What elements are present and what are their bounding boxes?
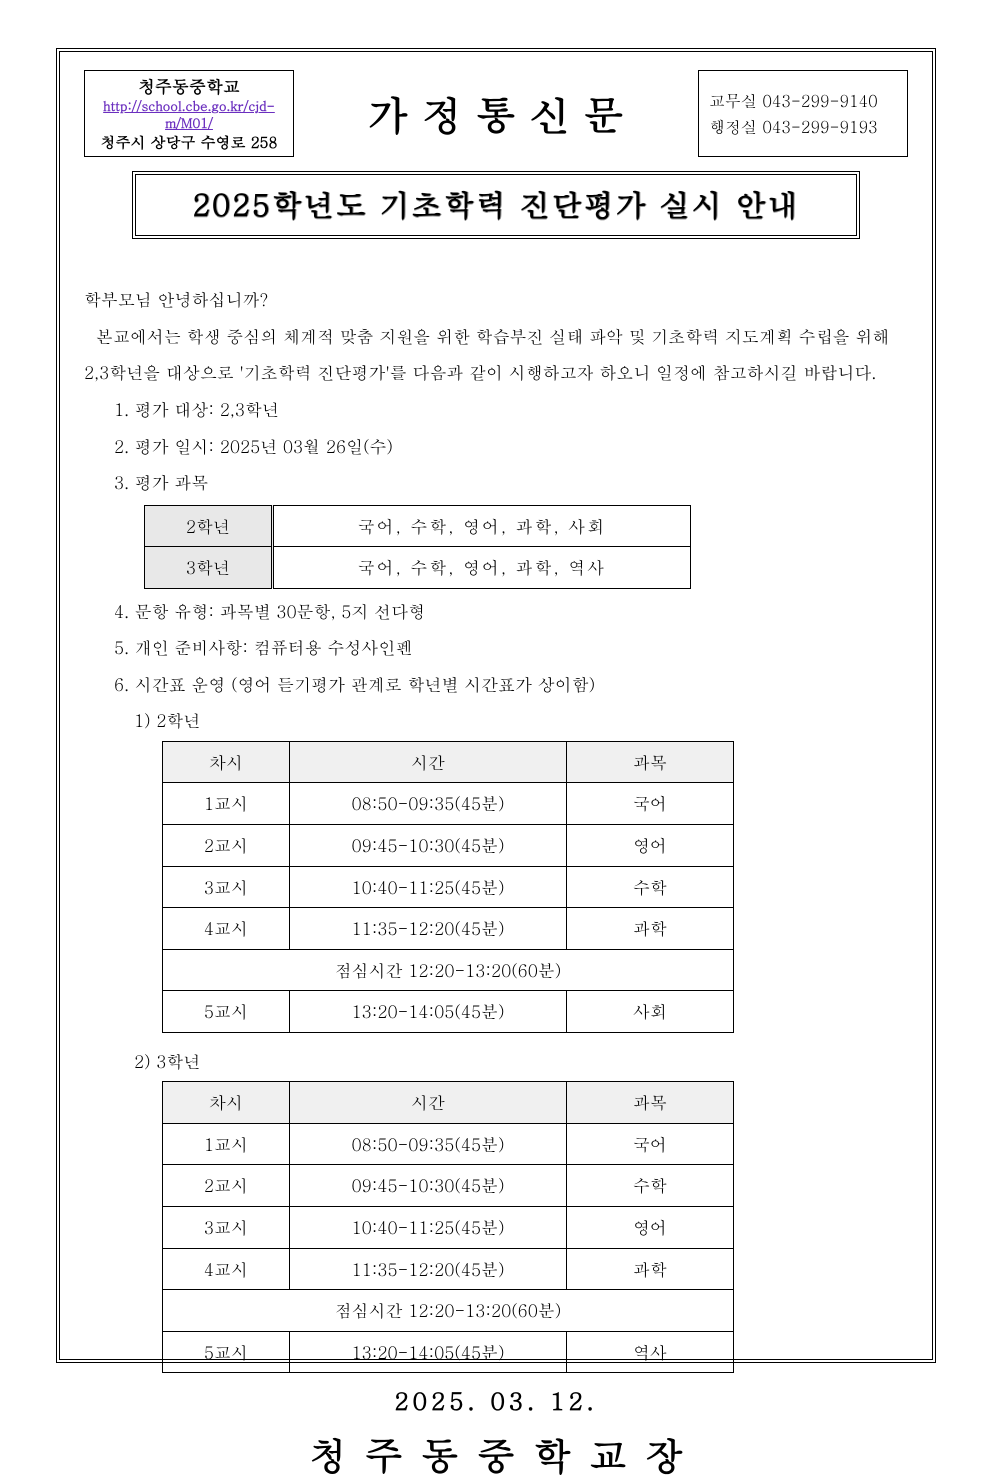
title-bar: 2025학년도 기초학력 진단평가 실시 안내 <box>132 171 860 239</box>
item-schedule-label: 6. 시간표 운영 (영어 듣기평가 관계로 학년별 시간표가 상이함) <box>84 666 908 703</box>
subjects-list-cell: 국어, 수학, 영어, 과학, 역사 <box>273 547 691 589</box>
subject-cell: 국어 <box>567 783 734 825</box>
page: 청주동중학교 http://school.cbe.go.kr/cjd-m/M01… <box>0 0 992 1403</box>
col-period-header: 차시 <box>163 741 290 783</box>
header-contact-box: 교무실 043-299-9140 행정실 043-299-9193 <box>698 70 908 157</box>
school-address: 청주시 상당구 수영로 258 <box>89 133 289 153</box>
greeting-line: 학부모님 안녕하십니까? <box>84 281 908 318</box>
intro-paragraph: 본교에서는 학생 중심의 체계적 맞춤 지원을 위한 학습부진 실태 파악 및 … <box>84 318 908 391</box>
document-title: 2025학년도 기초학력 진단평가 실시 안내 <box>192 183 799 225</box>
table-header-row: 차시 시간 과목 <box>163 1082 734 1124</box>
schedule-grade3-label: 2) 3학년 <box>84 1043 908 1080</box>
time-cell: 13:20-14:05(45분) <box>290 1331 567 1373</box>
time-cell: 10:40-11:25(45분) <box>290 866 567 908</box>
document-frame: 청주동중학교 http://school.cbe.go.kr/cjd-m/M01… <box>56 48 936 1363</box>
table-row: 2학년 국어, 수학, 영어, 과학, 사회 <box>145 505 691 547</box>
table-row: 3교시 10:40-11:25(45분) 수학 <box>163 866 734 908</box>
time-cell: 13:20-14:05(45분) <box>290 991 567 1033</box>
table-row: 3교시 10:40-11:25(45분) 영어 <box>163 1206 734 1248</box>
schedule-grade2-label: 1) 2학년 <box>84 702 908 739</box>
table-row: 5교시 13:20-14:05(45분) 역사 <box>163 1331 734 1373</box>
contact-office-row: 교무실 043-299-9140 <box>709 88 897 114</box>
table-row: 1교시 08:50-09:35(45분) 국어 <box>163 1123 734 1165</box>
table-row: 3학년 국어, 수학, 영어, 과학, 역사 <box>145 547 691 589</box>
subject-cell: 과학 <box>567 908 734 950</box>
table-row: 2교시 09:45-10:30(45분) 영어 <box>163 825 734 867</box>
contact-admin-row: 행정실 043-299-9193 <box>709 114 897 140</box>
subject-cell: 수학 <box>567 866 734 908</box>
contact-admin-phone: 043-299-9193 <box>762 115 877 138</box>
lunch-cell: 점심시간 12:20-13:20(60분) <box>163 1290 734 1332</box>
item-subjects-label: 3. 평가 과목 <box>84 464 908 501</box>
item-question-type: 4. 문항 유형: 과목별 30문항, 5지 선다형 <box>84 593 908 630</box>
table-row: 5교시 13:20-14:05(45분) 사회 <box>163 991 734 1033</box>
subject-cell: 영어 <box>567 1206 734 1248</box>
period-cell: 3교시 <box>163 1206 290 1248</box>
school-name: 청주동중학교 <box>89 75 289 97</box>
lunch-row: 점심시간 12:20-13:20(60분) <box>163 1290 734 1332</box>
subjects-table: 2학년 국어, 수학, 영어, 과학, 사회 3학년 국어, 수학, 영어, 과… <box>144 505 691 589</box>
period-cell: 4교시 <box>163 908 290 950</box>
period-cell: 2교시 <box>163 1165 290 1207</box>
document-type-title: 가정통신문 <box>294 70 698 157</box>
table-row: 2교시 09:45-10:30(45분) 수학 <box>163 1165 734 1207</box>
subject-cell: 수학 <box>567 1165 734 1207</box>
subject-cell: 역사 <box>567 1331 734 1373</box>
time-cell: 11:35-12:20(45분) <box>290 1248 567 1290</box>
subjects-grade-cell: 2학년 <box>145 505 273 547</box>
time-cell: 11:35-12:20(45분) <box>290 908 567 950</box>
time-cell: 10:40-11:25(45분) <box>290 1206 567 1248</box>
body-text: 학부모님 안녕하십니까? 본교에서는 학생 중심의 체계적 맞춤 지원을 위한 … <box>84 281 908 1373</box>
schedule-table-grade2: 차시 시간 과목 1교시 08:50-09:35(45분) 국어 2교시 09:… <box>162 741 734 1033</box>
time-cell: 08:50-09:35(45분) <box>290 783 567 825</box>
footer-signature: 청주동중학교장 <box>84 1427 908 1481</box>
subject-cell: 국어 <box>567 1123 734 1165</box>
period-cell: 1교시 <box>163 783 290 825</box>
table-row: 4교시 11:35-12:20(45분) 과학 <box>163 1248 734 1290</box>
subject-cell: 과학 <box>567 1248 734 1290</box>
header-school-box: 청주동중학교 http://school.cbe.go.kr/cjd-m/M01… <box>84 70 294 157</box>
subjects-grade-cell: 3학년 <box>145 547 273 589</box>
lunch-row: 점심시간 12:20-13:20(60분) <box>163 949 734 991</box>
col-subject-header: 과목 <box>567 741 734 783</box>
contact-admin-label: 행정실 <box>709 115 757 138</box>
period-cell: 3교시 <box>163 866 290 908</box>
item-target: 1. 평가 대상: 2,3학년 <box>84 391 908 428</box>
time-cell: 08:50-09:35(45분) <box>290 1123 567 1165</box>
schedule-table-grade3: 차시 시간 과목 1교시 08:50-09:35(45분) 국어 2교시 09:… <box>162 1081 734 1373</box>
period-cell: 5교시 <box>163 991 290 1033</box>
col-time-header: 시간 <box>290 1082 567 1124</box>
table-header-row: 차시 시간 과목 <box>163 741 734 783</box>
subjects-list-cell: 국어, 수학, 영어, 과학, 사회 <box>273 505 691 547</box>
time-cell: 09:45-10:30(45분) <box>290 825 567 867</box>
period-cell: 5교시 <box>163 1331 290 1373</box>
contact-office-phone: 043-299-9140 <box>762 89 877 112</box>
subject-cell: 사회 <box>567 991 734 1033</box>
lunch-cell: 점심시간 12:20-13:20(60분) <box>163 949 734 991</box>
time-cell: 09:45-10:30(45분) <box>290 1165 567 1207</box>
period-cell: 2교시 <box>163 825 290 867</box>
period-cell: 1교시 <box>163 1123 290 1165</box>
table-row: 4교시 11:35-12:20(45분) 과학 <box>163 908 734 950</box>
contact-office-label: 교무실 <box>709 89 757 112</box>
footer-date: 2025. 03. 12. <box>84 1383 908 1417</box>
col-subject-header: 과목 <box>567 1082 734 1124</box>
col-time-header: 시간 <box>290 741 567 783</box>
subject-cell: 영어 <box>567 825 734 867</box>
header-row: 청주동중학교 http://school.cbe.go.kr/cjd-m/M01… <box>84 70 908 157</box>
item-preparation: 5. 개인 준비사항: 컴퓨터용 수성사인펜 <box>84 629 908 666</box>
school-url-link[interactable]: http://school.cbe.go.kr/cjd-m/M01/ <box>89 98 289 132</box>
period-cell: 4교시 <box>163 1248 290 1290</box>
table-row: 1교시 08:50-09:35(45분) 국어 <box>163 783 734 825</box>
item-date: 2. 평가 일시: 2025년 03월 26일(수) <box>84 428 908 465</box>
col-period-header: 차시 <box>163 1082 290 1124</box>
